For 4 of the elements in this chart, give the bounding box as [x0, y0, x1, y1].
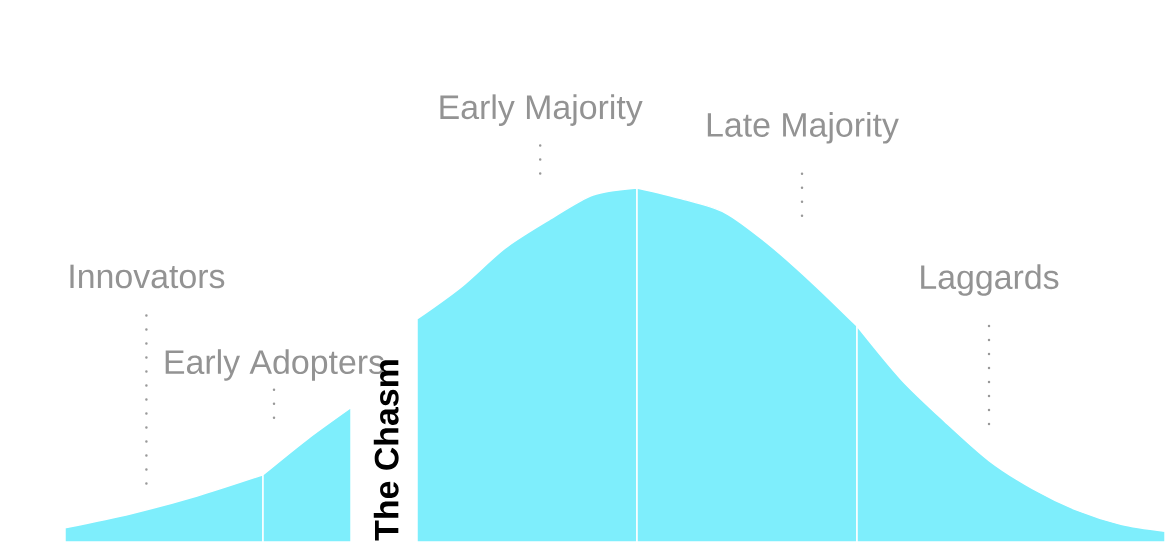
- text: Innovators: [70, 264, 225, 289]
- text: Laggards: [921, 264, 1059, 296]
- series-label: Early Majority: [440, 94, 643, 127]
- series-label: Late Majority: [707, 112, 899, 144]
